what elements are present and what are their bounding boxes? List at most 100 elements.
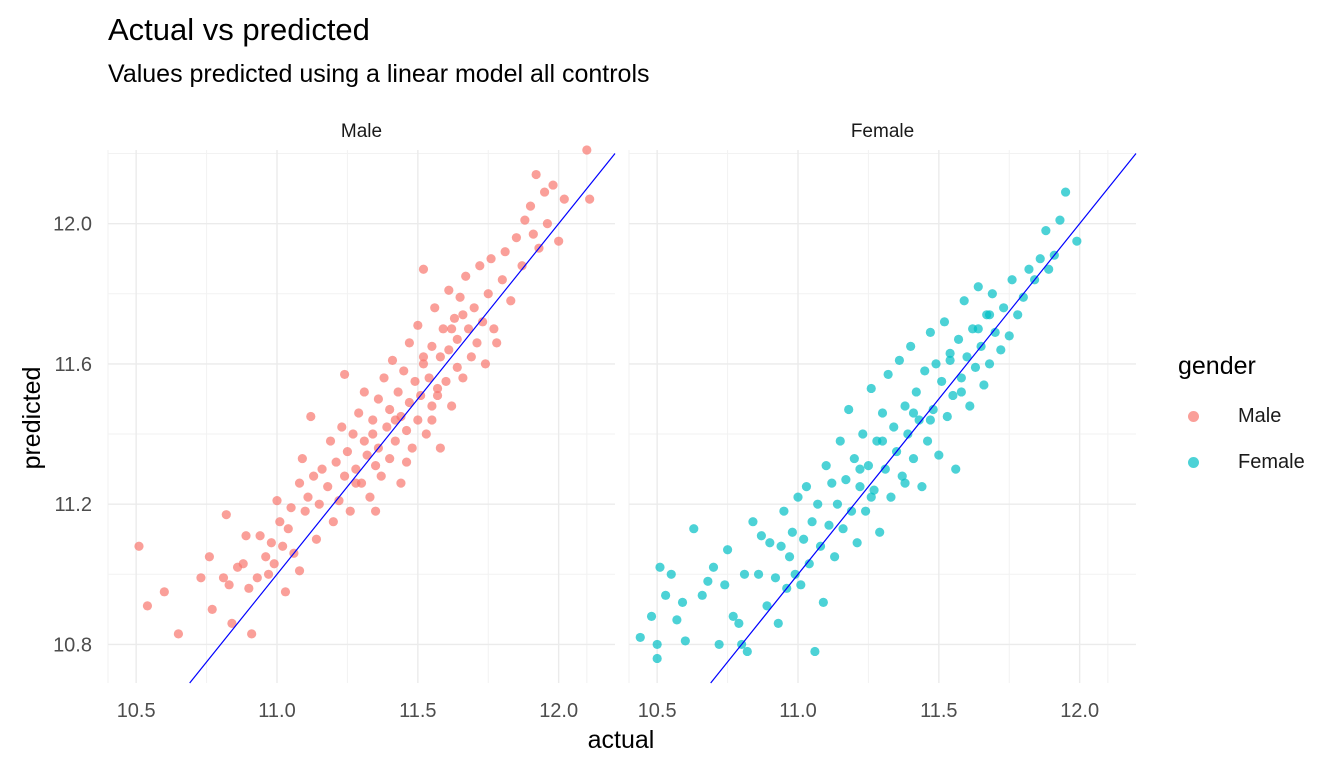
data-point <box>441 376 451 387</box>
data-point <box>680 636 690 646</box>
data-point <box>827 478 837 488</box>
data-point <box>1072 236 1082 246</box>
data-point <box>844 404 854 415</box>
data-point <box>368 415 378 425</box>
data-point <box>821 460 831 471</box>
data-point <box>472 338 482 348</box>
data-point <box>810 646 820 657</box>
data-point <box>311 534 322 544</box>
data-point <box>463 324 474 334</box>
data-point <box>331 457 341 467</box>
data-point <box>387 355 398 365</box>
data-point <box>582 145 592 155</box>
data-point <box>478 317 488 327</box>
x-tick-label: 11.5 <box>399 700 436 722</box>
x-tick-label: 11.0 <box>258 700 295 722</box>
data-point <box>672 615 682 625</box>
data-point <box>984 359 995 369</box>
data-point <box>1035 254 1045 264</box>
data-point <box>773 618 783 628</box>
data-point <box>142 601 153 611</box>
data-point <box>877 408 888 418</box>
data-point <box>917 482 927 492</box>
data-point <box>418 264 429 274</box>
data-point <box>525 201 536 211</box>
data-point <box>390 415 400 425</box>
data-point <box>480 359 491 369</box>
data-point <box>877 436 888 446</box>
data-point <box>418 352 429 362</box>
y-tick-label: 11.6 <box>55 354 92 376</box>
data-point <box>863 460 874 471</box>
data-point <box>925 415 935 425</box>
data-point <box>866 492 876 502</box>
data-point <box>818 597 828 607</box>
data-point <box>1041 226 1051 236</box>
data-point <box>1004 331 1014 341</box>
data-point <box>444 285 454 295</box>
data-point <box>309 471 319 481</box>
data-point <box>999 303 1009 313</box>
data-point <box>846 506 857 516</box>
data-point <box>379 373 389 383</box>
data-point <box>404 338 414 348</box>
data-point <box>241 531 251 541</box>
data-point <box>218 573 229 583</box>
data-point <box>953 334 964 344</box>
data-point <box>159 587 169 597</box>
data-point <box>306 411 316 422</box>
data-point <box>427 415 437 425</box>
data-point <box>317 464 327 474</box>
data-point <box>286 503 296 513</box>
data-point <box>314 499 324 509</box>
data-point <box>951 464 961 474</box>
data-point <box>370 506 381 516</box>
data-point <box>934 450 944 460</box>
data-point <box>697 590 707 600</box>
data-point <box>370 460 381 471</box>
chart-subtitle: Values predicted using a linear model al… <box>108 60 650 88</box>
data-point <box>900 478 910 488</box>
legend-key-male <box>1188 410 1199 422</box>
data-point <box>956 373 966 383</box>
data-point <box>801 482 812 492</box>
data-point <box>430 303 440 313</box>
data-point <box>661 590 671 600</box>
data-point <box>427 401 437 411</box>
data-point <box>342 446 353 457</box>
data-point <box>807 517 817 527</box>
data-point <box>449 313 460 323</box>
data-point <box>889 422 899 432</box>
data-point <box>404 397 414 408</box>
data-point <box>492 338 502 348</box>
data-point <box>1018 292 1028 302</box>
data-point <box>956 387 966 397</box>
data-point <box>748 517 758 527</box>
y-tick-label: 10.8 <box>53 634 92 656</box>
data-point <box>852 538 862 548</box>
data-point <box>804 559 814 569</box>
data-point <box>390 436 400 446</box>
data-point <box>559 194 569 204</box>
data-point <box>340 369 350 380</box>
data-point <box>1060 187 1071 197</box>
data-point <box>652 653 662 664</box>
data-point <box>337 422 347 432</box>
data-point <box>261 552 271 562</box>
data-point <box>734 618 744 628</box>
data-point <box>883 369 893 380</box>
data-point <box>266 538 276 548</box>
data-point <box>779 506 789 516</box>
x-axis-label: actual <box>588 726 655 754</box>
data-point <box>294 566 305 576</box>
data-point <box>855 482 865 492</box>
data-point <box>646 611 657 621</box>
data-point <box>297 453 307 464</box>
data-point <box>920 366 930 376</box>
data-point <box>278 541 288 551</box>
data-point <box>894 355 905 365</box>
data-point <box>753 569 764 579</box>
data-point <box>945 355 955 365</box>
data-point <box>928 404 938 415</box>
